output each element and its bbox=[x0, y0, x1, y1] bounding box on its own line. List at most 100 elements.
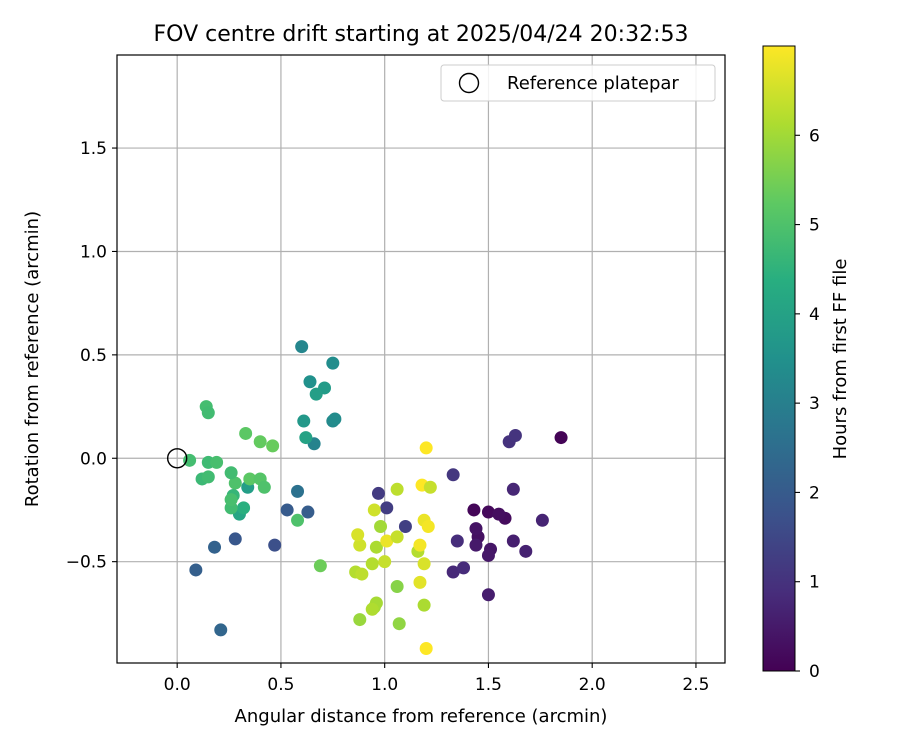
colorbar-label: Hours from first FF file bbox=[830, 259, 851, 460]
scatter-point bbox=[481, 505, 495, 519]
y-tick-label: 1.5 bbox=[80, 139, 107, 159]
scatter-point bbox=[481, 548, 495, 562]
scatter-point bbox=[392, 617, 406, 631]
scatter-point bbox=[371, 486, 385, 500]
scatter-point bbox=[299, 431, 313, 445]
scatter-point bbox=[301, 505, 315, 519]
scatter-point bbox=[291, 513, 305, 527]
scatter-point bbox=[492, 507, 506, 521]
y-tick-label: 0.5 bbox=[80, 346, 107, 366]
scatter-point bbox=[380, 534, 394, 548]
x-tick-label: 1.0 bbox=[371, 675, 398, 695]
y-axis-label: Rotation from reference (arcmin) bbox=[22, 211, 43, 507]
scatter-point bbox=[398, 520, 412, 534]
legend-label: Reference platepar bbox=[507, 73, 679, 94]
scatter-point bbox=[210, 455, 224, 469]
scatter-point bbox=[295, 340, 309, 354]
scatter-point bbox=[309, 387, 323, 401]
x-tick-label: 2.0 bbox=[579, 675, 606, 695]
scatter-point bbox=[297, 414, 311, 428]
scatter-point bbox=[390, 579, 404, 593]
legend-marker-icon bbox=[458, 72, 480, 94]
scatter-point bbox=[253, 435, 267, 449]
scatter-point bbox=[237, 501, 251, 515]
scatter-point bbox=[374, 520, 388, 534]
colorbar-tick-label: 1 bbox=[809, 573, 820, 593]
scatter-point bbox=[367, 503, 381, 517]
colorbar-tick-label: 3 bbox=[809, 394, 820, 414]
x-tick-label: 2.5 bbox=[682, 675, 709, 695]
scatter-point bbox=[328, 412, 342, 426]
scatter-point bbox=[313, 559, 327, 573]
scatter-point bbox=[413, 538, 427, 552]
scatter-point bbox=[413, 575, 427, 589]
scatter-point bbox=[450, 534, 464, 548]
scatter-point bbox=[457, 561, 471, 575]
scatter-point bbox=[419, 441, 433, 455]
scatter-point bbox=[421, 520, 435, 534]
scatter-point bbox=[268, 538, 282, 552]
scatter-point bbox=[467, 503, 481, 517]
x-tick-label: 1.5 bbox=[475, 675, 502, 695]
scatter-point bbox=[201, 406, 215, 420]
y-tick-label: 0.0 bbox=[80, 449, 107, 469]
y-axis-ticks: −0.5 0.0 0.5 1.0 1.5 bbox=[66, 139, 117, 573]
reference-platepar-marker bbox=[166, 448, 188, 469]
scatter-point bbox=[419, 642, 433, 656]
scatter-point bbox=[508, 429, 522, 443]
scatter-point bbox=[353, 538, 367, 552]
scatter-point bbox=[243, 472, 257, 486]
scatter-point bbox=[228, 476, 242, 490]
colorbar-tick-label: 0 bbox=[809, 662, 820, 682]
plot-frame bbox=[116, 54, 726, 664]
scatter-point bbox=[378, 555, 392, 569]
x-axis-label: Angular distance from reference (arcmin) bbox=[235, 706, 608, 727]
colorbar-ticks: 0 1 2 3 4 5 6 bbox=[795, 126, 820, 682]
scatter-point bbox=[214, 623, 228, 637]
scatter-point bbox=[239, 426, 253, 440]
scatter-point bbox=[390, 482, 404, 496]
scatter-point bbox=[224, 466, 238, 480]
colorbar-tick-label: 2 bbox=[809, 483, 820, 503]
scatter-point bbox=[519, 544, 533, 558]
scatter-point bbox=[506, 482, 520, 496]
scatter-point bbox=[326, 356, 340, 370]
colorbar: 0 1 2 3 4 5 6 Hours from first FF file bbox=[762, 45, 851, 682]
x-axis-ticks: 0.0 0.5 1.0 1.5 2.0 2.5 bbox=[164, 663, 709, 695]
scatter-point bbox=[228, 532, 242, 546]
scatter-point bbox=[189, 563, 203, 577]
scatter-point bbox=[365, 557, 379, 571]
scatter-point bbox=[201, 470, 215, 484]
scatter-point bbox=[469, 538, 483, 552]
scatter-point bbox=[224, 493, 238, 507]
colorbar-tick-label: 6 bbox=[809, 126, 820, 146]
scatter-point bbox=[355, 567, 369, 581]
y-tick-label: 1.0 bbox=[80, 242, 107, 262]
scatter-points bbox=[183, 340, 568, 656]
scatter-point bbox=[266, 439, 280, 453]
scatter-point bbox=[380, 501, 394, 515]
scatter-point bbox=[481, 588, 495, 602]
chart-title: FOV centre drift starting at 2025/04/24 … bbox=[154, 22, 689, 47]
scatter-point bbox=[291, 484, 305, 498]
scatter-point bbox=[417, 598, 431, 612]
scatter-point bbox=[423, 480, 437, 494]
grid-lines bbox=[117, 55, 725, 663]
colorbar-tick-label: 4 bbox=[809, 305, 820, 325]
scatter-point bbox=[351, 528, 365, 542]
x-tick-label: 0.0 bbox=[164, 675, 191, 695]
scatter-point bbox=[554, 431, 568, 445]
scatter-point bbox=[257, 480, 271, 494]
scatter-point bbox=[353, 613, 367, 627]
scatter-point bbox=[390, 530, 404, 544]
scatter-point bbox=[535, 513, 549, 527]
scatter-point bbox=[369, 540, 383, 554]
scatter-point bbox=[417, 557, 431, 571]
legend: Reference platepar bbox=[440, 64, 716, 102]
scatter-point bbox=[280, 503, 294, 517]
scatter-point bbox=[446, 565, 460, 579]
scatter-point bbox=[469, 522, 483, 536]
scatter-point bbox=[183, 453, 197, 467]
scatter-point bbox=[365, 602, 379, 616]
